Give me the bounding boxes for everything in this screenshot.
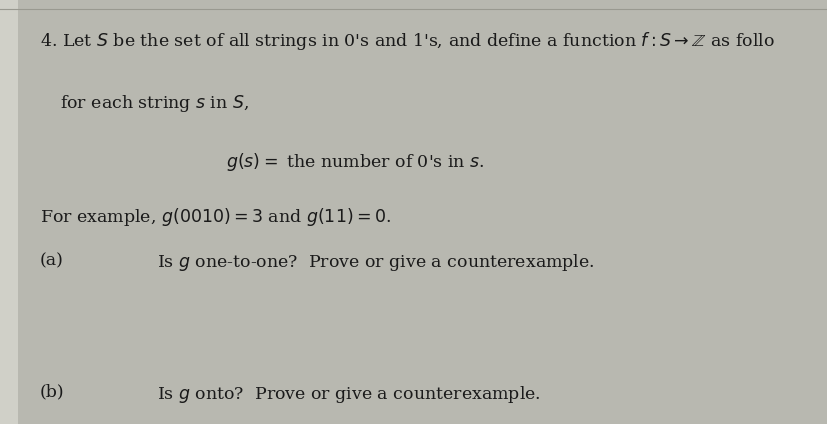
- Text: (a): (a): [40, 252, 64, 269]
- Text: Is $g$ onto?  Prove or give a counterexample.: Is $g$ onto? Prove or give a counterexam…: [157, 384, 541, 405]
- Text: 4. Let $S$ be the set of all strings in 0's and 1's, and define a function $f : : 4. Let $S$ be the set of all strings in …: [40, 30, 775, 52]
- Text: Is $g$ one-to-one?  Prove or give a counterexample.: Is $g$ one-to-one? Prove or give a count…: [157, 252, 595, 273]
- Text: For example, $g(0010) = 3$ and $g(11) = 0$.: For example, $g(0010) = 3$ and $g(11) = …: [40, 206, 391, 228]
- Text: for each string $s$ in $S$,: for each string $s$ in $S$,: [60, 93, 250, 114]
- Text: $g(s) = $ the number of 0's in $s$.: $g(s) = $ the number of 0's in $s$.: [227, 151, 485, 173]
- Text: (b): (b): [40, 384, 65, 401]
- Bar: [0, 0, 18, 424]
